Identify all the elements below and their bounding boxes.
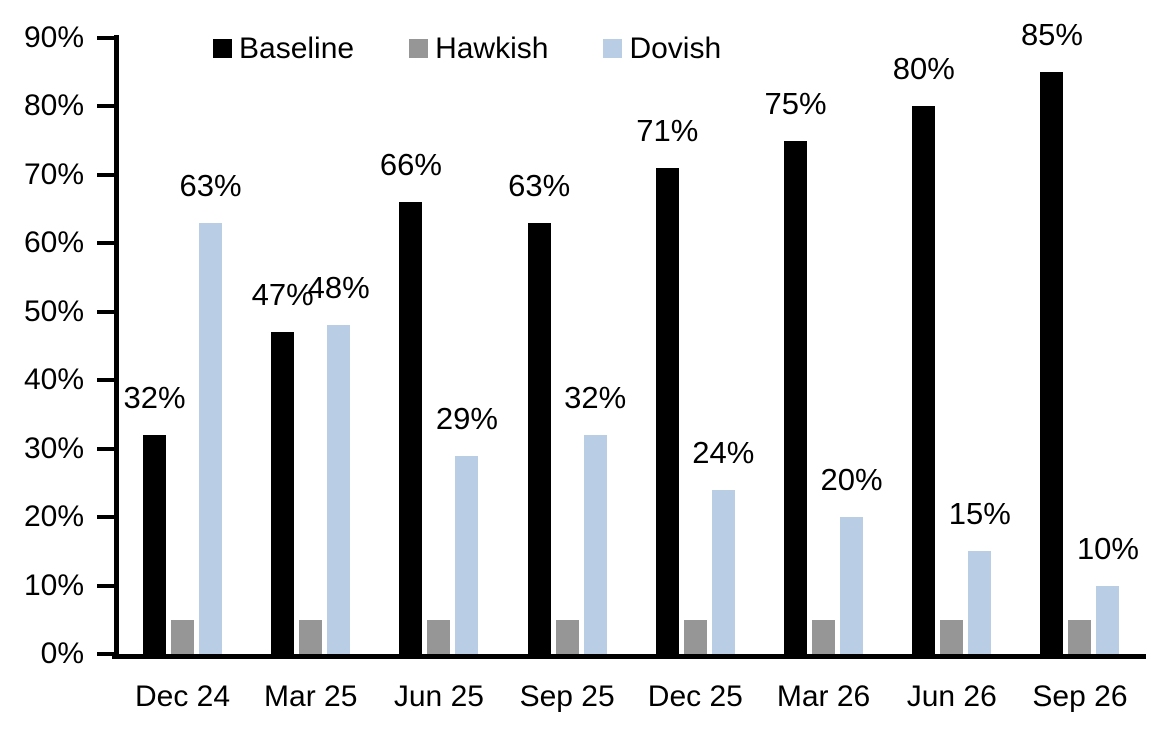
y-tick-mark-10 [97,583,114,588]
bar-baseline-jun-25 [399,202,423,654]
y-tick-mark-0 [97,652,114,656]
x-tick-label-dec-25: Dec 25 [647,680,743,713]
bar-hawkish-mar-25 [299,619,323,654]
x-tick-label-dec-24: Dec 24 [134,680,231,713]
x-tick-label-sep-26: Sep 26 [1032,680,1128,713]
value-label-dovish-sep-25: 32% [564,379,627,415]
y-tick-label-0: 0% [40,637,84,670]
value-label-baseline-sep-25: 63% [508,167,571,203]
legend-item-dovish: Dovish [603,33,721,64]
x-tick-label-jun-25: Jun 25 [393,680,484,713]
bar-dovish-mar-25 [327,325,351,654]
legend-label-baseline: Baseline [239,32,355,65]
bar-baseline-sep-26 [1040,72,1064,654]
bar-hawkish-sep-25 [555,619,579,654]
x-tick-label-sep-25: Sep 25 [519,680,615,713]
value-label-dovish-mar-25: 48% [307,270,370,306]
y-tick-mark-90 [97,36,114,40]
legend-item-hawkish: Hawkish [409,33,548,64]
bar-hawkish-dec-24 [171,619,194,654]
bar-hawkish-sep-26 [1068,619,1092,654]
value-label-dovish-jun-25: 29% [435,400,498,436]
bar-baseline-dec-25 [655,168,679,654]
y-tick-mark-60 [97,241,114,246]
value-label-baseline-dec-25: 71% [636,113,699,149]
bar-hawkish-dec-25 [683,619,707,654]
x-tick-label-mar-25: Mar 25 [264,680,358,713]
x-tick-label-mar-26: Mar 26 [776,680,871,713]
bar-baseline-mar-26 [784,140,808,654]
bar-baseline-mar-25 [271,332,295,654]
y-tick-mark-30 [97,446,114,451]
bar-baseline-sep-25 [527,222,551,654]
value-label-baseline-sep-26: 85% [1020,17,1083,53]
value-label-baseline-jun-25: 66% [379,147,442,183]
bar-dovish-dec-25 [711,489,735,654]
legend-label-hawkish: Hawkish [435,32,549,65]
bar-hawkish-jun-26 [940,619,964,654]
y-tick-label-10: 10% [23,568,84,602]
chart-legend: Baseline Hawkish Dovish [213,33,721,64]
value-label-dovish-mar-26: 20% [820,462,883,498]
value-label-baseline-dec-24: 32% [123,379,186,415]
y-tick-label-40: 40% [23,363,84,397]
legend-item-baseline: Baseline [213,33,354,64]
legend-swatch-baseline-icon [213,39,232,58]
y-tick-label-50: 50% [23,294,84,328]
value-label-baseline-jun-26: 80% [892,51,955,87]
value-label-dovish-dec-24: 63% [179,167,242,203]
y-tick-mark-50 [97,309,114,314]
y-tick-label-30: 30% [23,431,84,465]
y-tick-mark-40 [97,378,114,383]
x-axis-line [112,654,1146,659]
legend-swatch-hawkish-icon [409,39,429,58]
y-tick-label-80: 80% [23,89,84,123]
x-tick-label-jun-26: Jun 26 [906,680,997,713]
bar-dovish-sep-26 [1096,585,1120,654]
value-label-baseline-mar-25: 47% [251,277,314,313]
value-label-dovish-dec-25: 24% [692,434,755,470]
y-tick-label-20: 20% [23,500,84,534]
bar-hawkish-mar-26 [812,619,836,654]
value-label-dovish-sep-26: 10% [1076,530,1139,566]
bar-dovish-mar-26 [840,517,864,654]
value-label-baseline-mar-26: 75% [764,85,827,121]
bar-hawkish-jun-25 [427,619,451,654]
y-tick-label-90: 90% [23,21,84,54]
y-tick-mark-70 [97,172,114,177]
y-axis-line [114,35,119,659]
y-tick-label-70: 70% [23,157,84,191]
legend-label-dovish: Dovish [629,32,722,65]
legend-swatch-dovish-icon [603,39,623,58]
y-tick-mark-20 [97,515,114,520]
bar-dovish-jun-26 [968,551,992,654]
bar-baseline-dec-24 [143,434,166,654]
y-tick-mark-80 [97,104,114,109]
bar-baseline-jun-26 [912,106,936,654]
y-tick-label-60: 60% [23,226,84,260]
value-label-dovish-jun-26: 15% [948,496,1011,532]
bar-dovish-dec-24 [199,222,222,654]
bar-dovish-sep-25 [583,434,607,654]
bar-dovish-jun-25 [455,455,479,654]
